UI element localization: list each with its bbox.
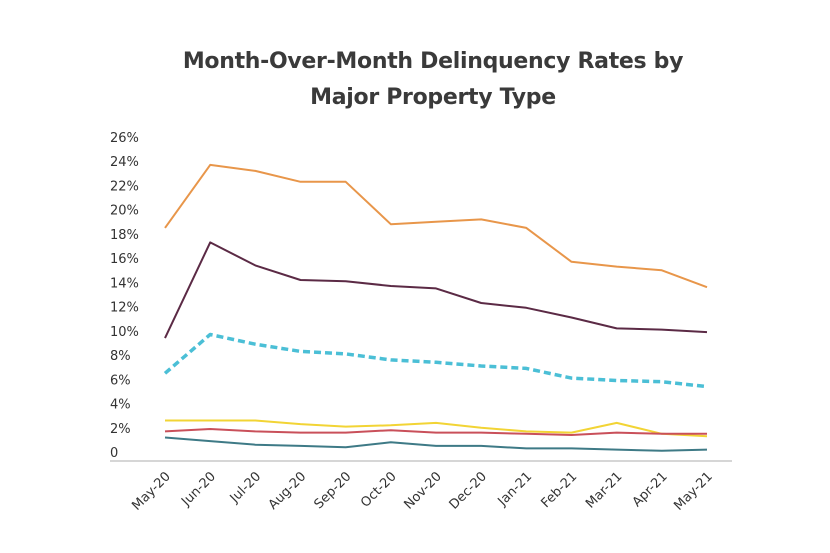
y-tick-label: 26% — [110, 131, 139, 146]
y-tick-label: 20% — [110, 204, 139, 219]
series-line-5 — [164, 428, 707, 436]
y-tick-label: 6% — [110, 373, 131, 388]
x-tick-label: Mar-21 — [583, 469, 625, 511]
x-tick-label: Oct-20 — [358, 469, 400, 511]
x-tick-label: Jun-20 — [178, 469, 219, 510]
x-tick-label: May-21 — [671, 469, 715, 513]
series-line-6 — [164, 436, 708, 452]
series-layer — [163, 163, 708, 452]
y-axis: 0 2% 4% 6% 8% 10% 12% 14% 16% 18% 20% 22% 24% 26% — [110, 131, 139, 461]
x-tick-label: Feb-21 — [538, 469, 580, 511]
y-tick-label: 0 — [110, 446, 118, 461]
y-tick-label: 10% — [110, 325, 139, 340]
x-tick-label: Aug-20 — [266, 469, 310, 513]
x-tick-label: Nov-20 — [402, 469, 445, 512]
y-tick-label: 16% — [110, 252, 139, 267]
y-tick-label: 18% — [110, 228, 139, 243]
x-tick-label: Jan-21 — [495, 469, 536, 510]
x-tick-label: May-20 — [129, 469, 173, 513]
x-tick-label: Apr-21 — [630, 469, 671, 510]
x-axis: May-20 Jun-20 Jul-20 Aug-20 Sep-20 Oct-20 Nov-… — [129, 469, 715, 513]
series-line-4 — [165, 419, 708, 438]
y-tick-label: 24% — [110, 155, 139, 170]
y-tick-label: 22% — [110, 179, 139, 194]
y-tick-label: 4% — [110, 398, 131, 413]
chart-title-line-1: Month-Over-Month Delinquency Rates by — [182, 49, 684, 74]
x-tick-label: Jul-20 — [227, 469, 264, 506]
x-tick-label: Dec-20 — [447, 469, 490, 512]
series-line-3 — [163, 332, 708, 389]
chart-title: Month-Over-Month Delinquency Rates by Ma… — [0, 44, 830, 116]
y-tick-label: 2% — [110, 422, 131, 437]
series-line-1 — [164, 163, 708, 289]
y-tick-label: 12% — [110, 301, 139, 316]
chart-title-line-2: Major Property Type — [310, 85, 556, 110]
y-tick-label: 8% — [110, 349, 131, 364]
y-tick-label: 14% — [110, 276, 139, 291]
series-line-2 — [164, 241, 708, 339]
x-tick-label: Sep-20 — [312, 469, 355, 512]
